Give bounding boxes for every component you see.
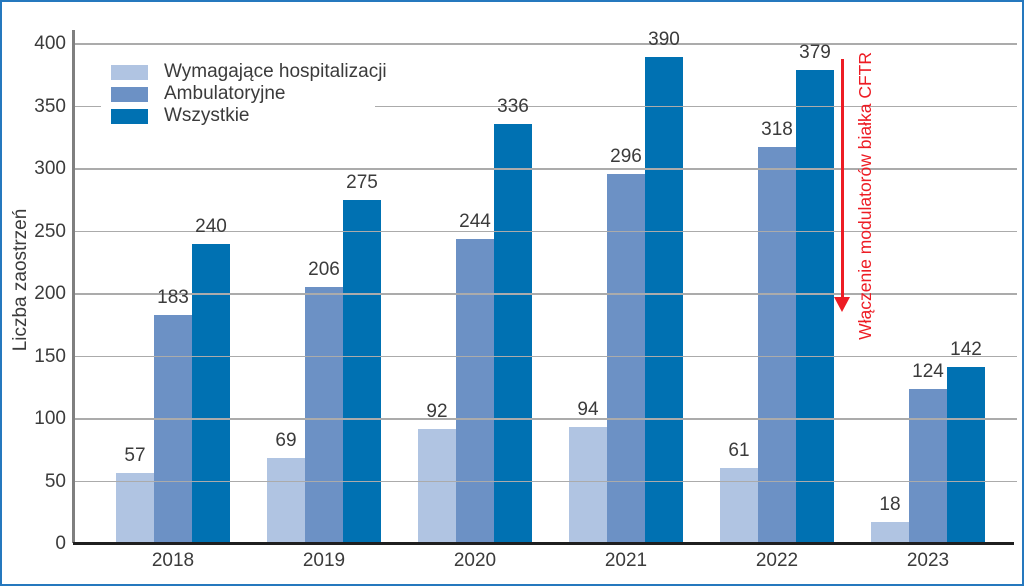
- bar-value-label: 379: [799, 42, 831, 64]
- bar-value-label: 94: [577, 398, 599, 420]
- bar-2021-series2: [607, 174, 645, 544]
- legend-item-3: Wszystkie: [111, 105, 375, 126]
- y-tick-label: 50: [44, 470, 66, 492]
- bar-value-label: 18: [879, 493, 901, 515]
- legend-swatch-3: [111, 108, 148, 124]
- y-tick-label: 150: [34, 345, 66, 367]
- bar-2022-series2: [758, 146, 796, 544]
- bar-value-label: 142: [950, 338, 982, 360]
- y-tick-label: 300: [34, 158, 66, 179]
- bar-value-label: 124: [912, 361, 944, 382]
- legend-swatch-1: [111, 64, 148, 80]
- bar-2021-series3: [645, 56, 683, 544]
- gridline-350: [75, 105, 1017, 108]
- bar-value-label: 206: [308, 258, 340, 280]
- x-tick-label-2018: 2018: [151, 550, 195, 571]
- bar-value-label: 183: [157, 287, 189, 309]
- legend-item-2: Ambulatoryjne: [111, 83, 375, 104]
- legend-label-2: Ambulatoryjne: [164, 83, 286, 104]
- gridline-400: [75, 43, 1017, 45]
- gridline-150: [75, 355, 1017, 358]
- bar-value-label: 61: [728, 439, 750, 461]
- annotation-arrow: [841, 59, 844, 299]
- x-tick-label-2022: 2022: [755, 550, 799, 571]
- bar-value-label: 69: [275, 429, 297, 451]
- bar-2019-series2: [305, 286, 343, 544]
- x-tick-label-2019: 2019: [302, 550, 346, 571]
- y-tick-label: 100: [34, 408, 66, 429]
- y-tick-label: 350: [34, 95, 66, 117]
- bar-2020-series1: [418, 429, 456, 544]
- legend-item-1: Wymagające hospitalizacji: [111, 61, 387, 82]
- gridline-200: [75, 293, 1017, 295]
- legend-label-1: Wymagające hospitalizacji: [164, 61, 387, 82]
- bar-2019-series1: [267, 457, 305, 544]
- bar-value-label: 240: [195, 216, 227, 237]
- bar-2022-series1: [720, 467, 758, 544]
- gridline-100: [75, 418, 1017, 420]
- x-tick-label-2020: 2020: [453, 550, 497, 571]
- bar-2023-series1: [871, 521, 909, 544]
- bar-value-label: 92: [426, 401, 448, 422]
- y-tick-label: 0: [55, 533, 66, 554]
- bar-value-label: 296: [610, 146, 642, 167]
- x-axis-line: [73, 542, 1014, 545]
- gridline-250: [75, 230, 1017, 233]
- bar-value-label: 57: [124, 444, 146, 466]
- legend: Wymagające hospitalizacji Ambulatoryjne Ws…: [101, 56, 387, 132]
- bar-2019-series3: [343, 200, 381, 544]
- y-tick-label: 250: [34, 220, 66, 242]
- gridline-50: [75, 480, 1017, 483]
- x-tick-label-2023: 2023: [906, 550, 950, 571]
- bar-2020-series2: [456, 239, 494, 544]
- annotation-arrowhead-icon: [834, 297, 850, 312]
- legend-swatch-2: [111, 86, 148, 102]
- bar-2018-series2: [154, 315, 192, 544]
- bar-value-label: 390: [648, 28, 680, 50]
- bar-value-label: 336: [497, 96, 529, 117]
- y-tick-label: 200: [34, 283, 66, 304]
- x-tick-label-2021: 2021: [604, 550, 648, 571]
- bar-2023-series2: [909, 389, 947, 544]
- gridline-300: [75, 168, 1017, 170]
- annotation-text: Włączenie modulatorów białka CFTR: [855, 52, 875, 340]
- bar-2023-series3: [947, 366, 985, 544]
- bar-value-label: 244: [459, 211, 491, 232]
- y-tick-label: 400: [34, 33, 66, 54]
- bar-2020-series3: [494, 124, 532, 544]
- bar-value-label: 318: [761, 118, 793, 140]
- bar-2022-series3: [796, 70, 834, 544]
- y-axis-line: [72, 30, 75, 543]
- bar-value-label: 275: [346, 172, 378, 194]
- bar-2018-series1: [116, 472, 154, 544]
- bar-2021-series1: [569, 426, 607, 544]
- legend-label-3: Wszystkie: [164, 105, 250, 126]
